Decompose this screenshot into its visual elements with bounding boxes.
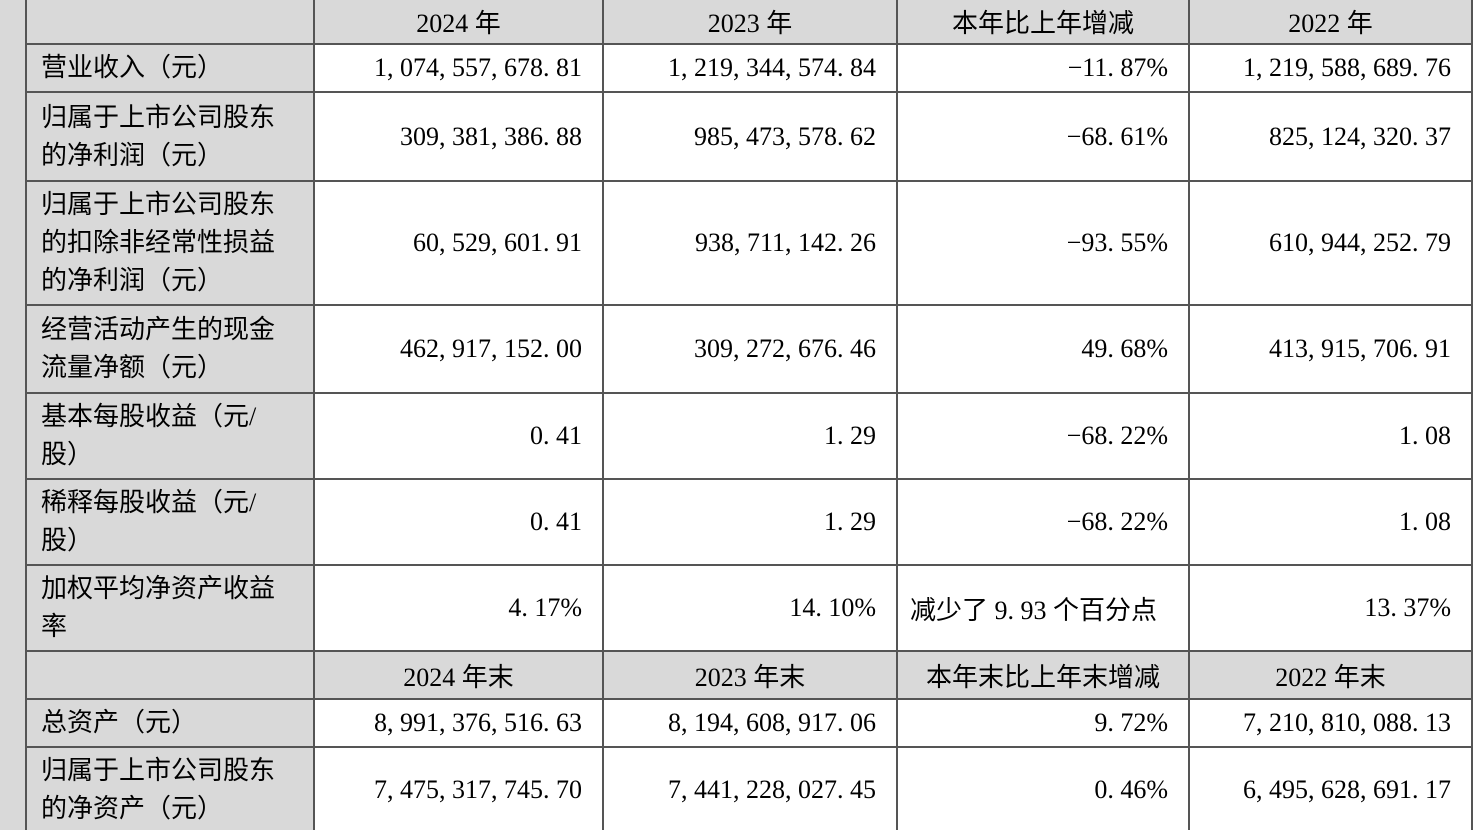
cell-2023: 1. 29	[602, 478, 898, 566]
cell-2023: 309, 272, 676. 46	[602, 304, 898, 394]
cell-2024: 60, 529, 601. 91	[313, 180, 604, 306]
row-label: 归属于上市公司股东的扣除非经常性损益的净利润（元）	[25, 180, 315, 306]
cell-2023: 7, 441, 228, 027. 45	[602, 746, 898, 830]
cell-2024: 0. 41	[313, 392, 604, 480]
cell-2023: 1. 29	[602, 392, 898, 480]
row-label: 稀释每股收益（元/股）	[25, 478, 315, 566]
cell-2023: 1, 219, 344, 574. 84	[602, 43, 898, 93]
cell-2022: 610, 944, 252. 79	[1188, 180, 1473, 306]
cell-change: −68. 61%	[896, 91, 1190, 182]
header-corner-cell	[25, 650, 315, 700]
cell-change: 减少了 9. 93 个百分点	[896, 564, 1190, 652]
cell-change: −11. 87%	[896, 43, 1190, 93]
cell-change: −93. 55%	[896, 180, 1190, 306]
row-net-profit-deducting-nonrecurring: 归属于上市公司股东的扣除非经常性损益的净利润（元） 60, 529, 601. …	[25, 180, 1473, 306]
row-net-assets-attributable: 归属于上市公司股东的净资产（元） 7, 475, 317, 745. 70 7,…	[25, 746, 1473, 830]
row-label: 加权平均净资产收益率	[25, 564, 315, 652]
cell-2023: 985, 473, 578. 62	[602, 91, 898, 182]
cell-2022: 6, 495, 628, 691. 17	[1188, 746, 1473, 830]
cell-2022: 13. 37%	[1188, 564, 1473, 652]
cell-2024: 1, 074, 557, 678. 81	[313, 43, 604, 93]
row-label: 营业收入（元）	[25, 43, 315, 93]
cell-2023: 938, 711, 142. 26	[602, 180, 898, 306]
row-label: 归属于上市公司股东的净资产（元）	[25, 746, 315, 830]
header-change: 本年比上年增减	[896, 0, 1190, 45]
cell-2022: 1. 08	[1188, 478, 1473, 566]
header-2024-end: 2024 年末	[313, 650, 604, 700]
row-label: 归属于上市公司股东的净利润（元）	[25, 91, 315, 182]
header-change-end: 本年末比上年末增减	[896, 650, 1190, 700]
header-2023-end: 2023 年末	[602, 650, 898, 700]
row-label: 总资产（元）	[25, 698, 315, 748]
cell-2024: 0. 41	[313, 478, 604, 566]
cell-change: 0. 46%	[896, 746, 1190, 830]
cell-2024: 7, 475, 317, 745. 70	[313, 746, 604, 830]
cell-2022: 1. 08	[1188, 392, 1473, 480]
row-label: 经营活动产生的现金流量净额（元）	[25, 304, 315, 394]
cell-2024: 4. 17%	[313, 564, 604, 652]
header-row-period: 2024 年 2023 年 本年比上年增减 2022 年	[25, 0, 1473, 45]
row-total-assets: 总资产（元） 8, 991, 376, 516. 63 8, 194, 608,…	[25, 698, 1473, 748]
cell-2024: 462, 917, 152. 00	[313, 304, 604, 394]
header-corner-cell	[25, 0, 315, 45]
cell-change: 49. 68%	[896, 304, 1190, 394]
row-diluted-eps: 稀释每股收益（元/股） 0. 41 1. 29 −68. 22% 1. 08	[25, 478, 1473, 566]
header-2023: 2023 年	[602, 0, 898, 45]
cell-change: −68. 22%	[896, 392, 1190, 480]
cell-2024: 309, 381, 386. 88	[313, 91, 604, 182]
cell-2022: 7, 210, 810, 088. 13	[1188, 698, 1473, 748]
header-2024: 2024 年	[313, 0, 604, 45]
header-row-period-end: 2024 年末 2023 年末 本年末比上年末增减 2022 年末	[25, 650, 1473, 700]
cell-2022: 1, 219, 588, 689. 76	[1188, 43, 1473, 93]
left-margin-shade	[0, 0, 25, 830]
cell-2023: 8, 194, 608, 917. 06	[602, 698, 898, 748]
cell-2022: 413, 915, 706. 91	[1188, 304, 1473, 394]
row-basic-eps: 基本每股收益（元/股） 0. 41 1. 29 −68. 22% 1. 08	[25, 392, 1473, 480]
row-weighted-average-roe: 加权平均净资产收益率 4. 17% 14. 10% 减少了 9. 93 个百分点…	[25, 564, 1473, 652]
header-2022-end: 2022 年末	[1188, 650, 1473, 700]
row-operating-revenue: 营业收入（元） 1, 074, 557, 678. 81 1, 219, 344…	[25, 43, 1473, 93]
cell-change: 9. 72%	[896, 698, 1190, 748]
cell-2023: 14. 10%	[602, 564, 898, 652]
row-net-profit-attributable: 归属于上市公司股东的净利润（元） 309, 381, 386. 88 985, …	[25, 91, 1473, 182]
cell-change: −68. 22%	[896, 478, 1190, 566]
cell-2022: 825, 124, 320. 37	[1188, 91, 1473, 182]
cell-2024: 8, 991, 376, 516. 63	[313, 698, 604, 748]
row-operating-cash-flow: 经营活动产生的现金流量净额（元） 462, 917, 152. 00 309, …	[25, 304, 1473, 394]
row-label: 基本每股收益（元/股）	[25, 392, 315, 480]
header-2022: 2022 年	[1188, 0, 1473, 45]
financial-summary-table: 2024 年 2023 年 本年比上年增减 2022 年 营业收入（元） 1, …	[25, 0, 1473, 830]
